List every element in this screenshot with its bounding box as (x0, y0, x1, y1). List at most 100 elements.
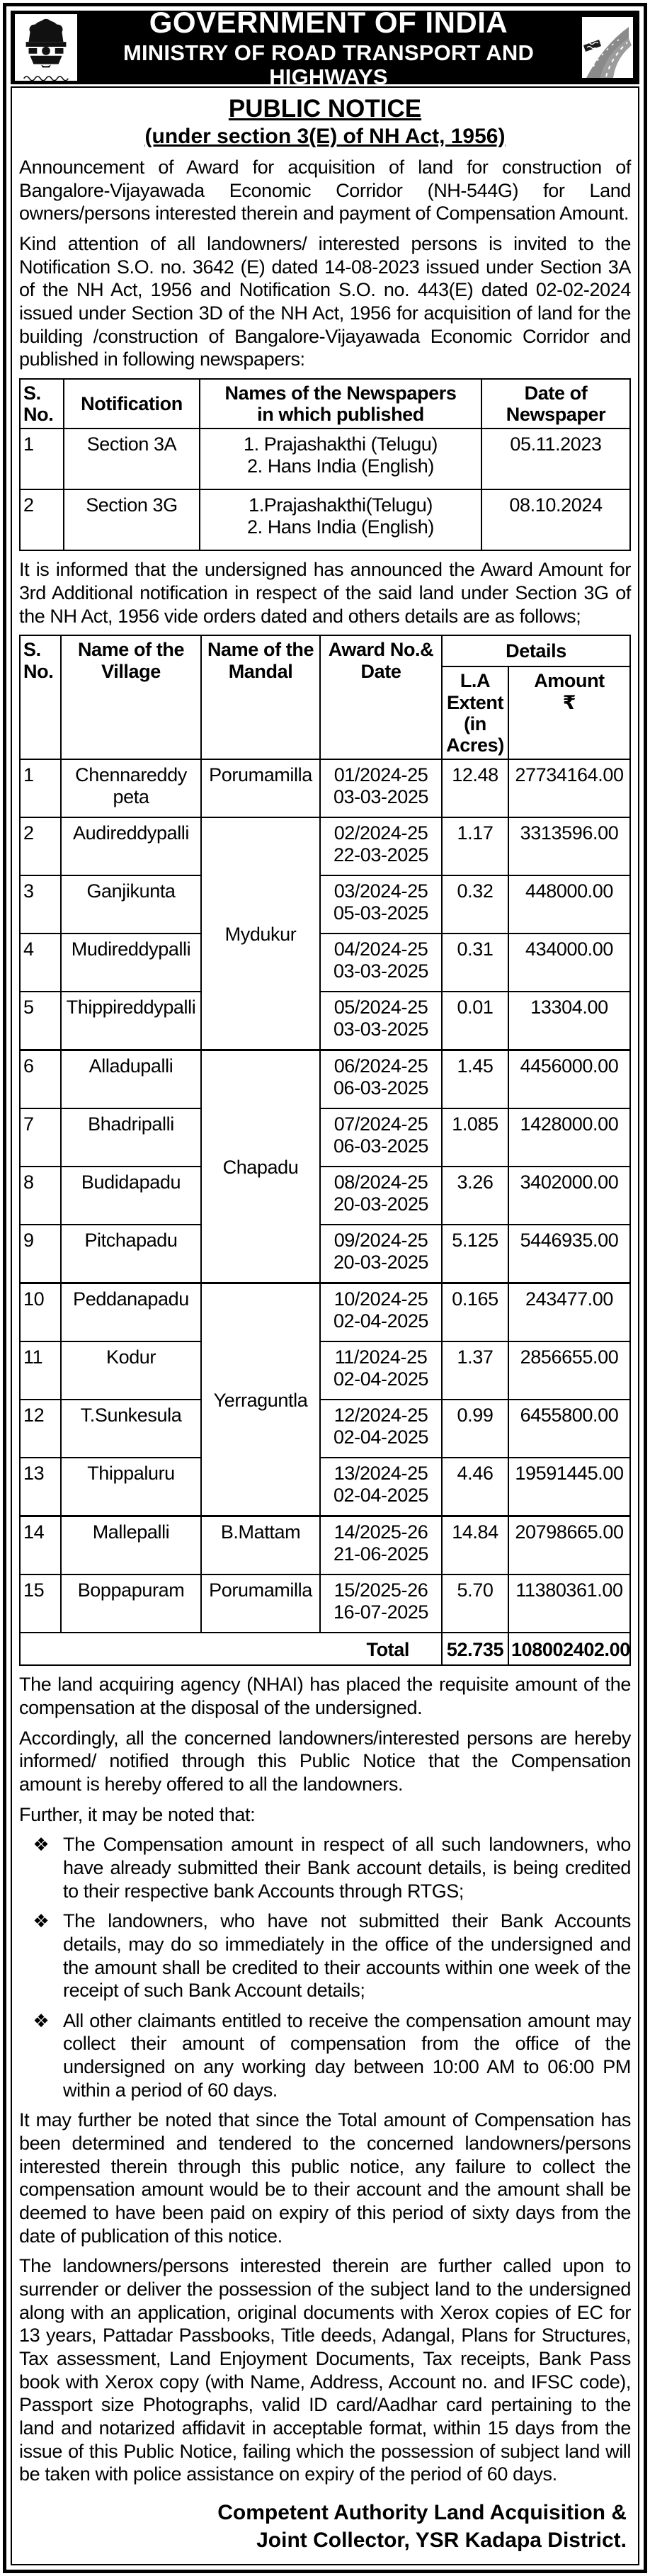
aw-award-cell: 04/2024-25 03-03-2025 (319, 933, 443, 993)
aw-amount-cell: 13304.00 (508, 991, 631, 1051)
aw-amount-cell: 11380361.00 (508, 1574, 631, 1634)
aw-sno-cell: 15 (19, 1574, 62, 1634)
notice-body: PUBLIC NOTICE (under section 3(E) of NH … (11, 86, 639, 2565)
paragraph-further-intro: Further, it may be noted that: (19, 1803, 256, 1825)
aw-award-cell: 15/2025-26 16-07-2025 (319, 1574, 443, 1634)
aw-award-cell: 03/2024-25 05-03-2025 (319, 875, 443, 935)
award-total-row: Total 52.735 108002402.00 (19, 1632, 631, 1667)
highway-logo-icon (580, 15, 635, 80)
aw-village-cell: Thippaluru (60, 1457, 202, 1517)
aw-extent-cell: 12.48 (441, 759, 509, 819)
government-title: GOVERNMENT OF INDIA (149, 5, 508, 39)
aw-extent-cell: 0.99 (441, 1399, 509, 1459)
aw-amount-cell: 1428000.00 (508, 1108, 631, 1168)
aw-sno-cell: 7 (19, 1108, 62, 1168)
notice-subtitle: (under section 3(E) of NH Act, 1956) (144, 125, 506, 148)
aw-amount-cell: 5446935.00 (508, 1224, 631, 1284)
aw-village-cell: Audireddypalli (60, 817, 202, 877)
aw-village-cell: Ganjikunta (60, 875, 202, 935)
np-sno-cell: 2 (19, 489, 64, 552)
aw-header-extent: L.A Extent (in Acres) (441, 666, 509, 761)
aw-sno-cell: 6 (19, 1049, 62, 1110)
np-notification-cell: Section 3G (63, 489, 200, 552)
np-sno-cell: 1 (19, 428, 64, 491)
aw-amount-cell: 3402000.00 (508, 1166, 631, 1226)
award-row: 3 Ganjikunta 03/2024-25 05-03-2025 0.32 … (19, 875, 631, 935)
aw-header-sno: S. No. (19, 635, 62, 761)
award-no: 12/2024-25 (333, 1405, 428, 1426)
aw-sno-cell: 3 (19, 875, 62, 935)
satyameva-jayate-caption (23, 76, 69, 81)
aw-sno-cell: 12 (19, 1399, 62, 1459)
np-notification-cell: Section 3A (63, 428, 200, 491)
award-row: 15 Boppapuram Porumamilla 15/2025-26 16-… (19, 1574, 631, 1634)
ashoka-emblem-icon (15, 14, 77, 81)
bullet-text: All other claimants entitled to receive … (63, 2009, 631, 2101)
aw-award-cell: 05/2024-25 03-03-2025 (319, 991, 443, 1051)
paragraph-nhai-placed: The land acquiring agency (NHAI) has pla… (19, 1674, 631, 1718)
aw-award-cell: 13/2024-25 02-04-2025 (319, 1457, 443, 1517)
award-row: 1 Chennareddy peta Porumamilla 01/2024-2… (19, 759, 631, 819)
paragraph-surrender: The landowners/persons interested therei… (19, 2255, 631, 2485)
aw-header-village: Name of the Village (60, 635, 202, 761)
aw-village-cell: Budidapadu (60, 1166, 202, 1226)
aw-extent-cell: 0.01 (441, 991, 509, 1051)
aw-mandal-cell: Mydukur (200, 817, 321, 1051)
aw-extent-cell: 3.26 (441, 1166, 509, 1226)
np-header-newspapers: Names of the Newspapers in which publish… (199, 378, 482, 430)
award-no: 01/2024-25 (333, 764, 428, 786)
np-header-sno: S. No. (19, 378, 64, 430)
aw-mandal-cell: Chapadu (200, 1049, 321, 1284)
total-amount: 108002402.00 (508, 1632, 631, 1667)
np-date-cell: 08.10.2024 (481, 489, 631, 552)
aw-mandal-cell: B.Mattam (200, 1515, 321, 1576)
aw-extent-cell: 1.37 (441, 1341, 509, 1401)
aw-amount-cell: 2856655.00 (508, 1341, 631, 1401)
award-row: 5 Thippireddypalli 05/2024-25 03-03-2025… (19, 991, 631, 1051)
aw-sno-cell: 5 (19, 991, 62, 1051)
np-papers-cell: 1.Prajashakthi(Telugu) 2. Hans India (En… (199, 489, 482, 552)
bullet-text: The landowners, who have not submitted t… (63, 1910, 631, 2002)
award-no: 11/2024-25 (334, 1346, 428, 1368)
bullet-item: ❖ The Compensation amount in respect of … (19, 1833, 631, 1902)
aw-header-details: Details (441, 635, 631, 668)
aw-amount-cell: 20798665.00 (508, 1515, 631, 1576)
aw-award-cell: 09/2024-25 20-03-2025 (319, 1224, 443, 1284)
award-date: 22-03-2025 (333, 844, 429, 866)
award-no: 08/2024-25 (333, 1171, 428, 1193)
aw-sno-cell: 14 (19, 1515, 62, 1576)
aw-village-cell: Boppapuram (60, 1574, 202, 1634)
paragraph-it-may-further: It may further be noted that since the T… (19, 2109, 631, 2247)
award-table: S. No. Name of the Village Name of the M… (19, 635, 631, 1667)
aw-sno-cell: 1 (19, 759, 62, 819)
aw-sno-cell: 11 (19, 1341, 62, 1401)
np-paper-line2: 2. Hans India (English) (247, 455, 434, 477)
aw-extent-cell: 5.125 (441, 1224, 509, 1284)
diamond-bullet-icon: ❖ (33, 1910, 50, 1932)
award-date: 06-03-2025 (333, 1077, 429, 1099)
award-row: 2 Audireddypalli Mydukur 02/2024-25 22-0… (19, 817, 631, 1051)
aw-amount-cell: 243477.00 (508, 1282, 631, 1343)
header-titles: GOVERNMENT OF INDIA MINISTRY OF ROAD TRA… (77, 6, 580, 89)
aw-sno-cell: 10 (19, 1282, 62, 1343)
np-papers-cell: 1. Prajashakthi (Telugu) 2. Hans India (… (199, 428, 482, 491)
bullet-item: ❖ The landowners, who have not submitted… (19, 1910, 631, 2002)
aw-sno-cell: 8 (19, 1166, 62, 1226)
award-date: 06-03-2025 (333, 1135, 429, 1157)
aw-award-cell: 11/2024-25 02-04-2025 (319, 1341, 443, 1401)
award-row: 6 Alladupalli Chapadu 06/2024-25 06-03-2… (19, 1049, 631, 1284)
aw-village-cell: Thippireddypalli (60, 991, 202, 1051)
award-date: 20-03-2025 (333, 1193, 429, 1215)
aw-mandal-cell: Porumamilla (200, 759, 321, 819)
aw-amount-cell: 448000.00 (508, 875, 631, 935)
award-no: 15/2025-26 (333, 1579, 428, 1601)
aw-header-award: Award No.& Date (319, 635, 443, 761)
aw-amount-cell: 6455800.00 (508, 1399, 631, 1459)
award-no: 14/2025-26 (333, 1521, 428, 1543)
header-band: GOVERNMENT OF INDIA MINISTRY OF ROAD TRA… (11, 6, 639, 89)
newspaper-row: 1 Section 3A 1. Prajashakthi (Telugu) 2.… (19, 428, 631, 491)
award-table-header: S. No. Name of the Village Name of the M… (19, 635, 631, 761)
aw-amount-cell: 3313596.00 (508, 817, 631, 877)
aw-amount-cell: 27734164.00 (508, 759, 631, 819)
